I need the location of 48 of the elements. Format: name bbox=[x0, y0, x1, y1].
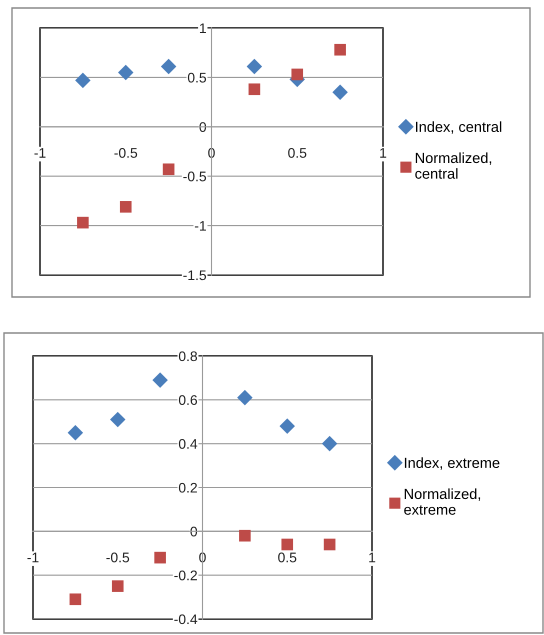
x-tick-label: 1 bbox=[380, 148, 386, 158]
y-tick-label: 0.4 bbox=[178, 439, 198, 449]
point bbox=[120, 201, 132, 213]
x-tick-label: 1 bbox=[369, 552, 376, 562]
point bbox=[281, 538, 294, 550]
legend-label: Index, extreme bbox=[404, 457, 500, 470]
point bbox=[248, 83, 260, 96]
y-tick-label: -1.5 bbox=[183, 270, 206, 280]
y-tick-label: 0 bbox=[190, 526, 198, 537]
point bbox=[152, 372, 168, 388]
y-tick-label: -1 bbox=[194, 221, 206, 231]
point bbox=[110, 412, 126, 428]
y-tick-label: -0.2 bbox=[174, 570, 197, 580]
point bbox=[68, 424, 84, 440]
point bbox=[239, 530, 251, 542]
x-tick-label: -1 bbox=[27, 552, 38, 562]
y-tick-label: -0.4 bbox=[174, 614, 198, 624]
y-tick-label: 0.8 bbox=[178, 351, 198, 362]
x-tick-label: 0.5 bbox=[288, 148, 306, 158]
y-tick-label: 0.6 bbox=[178, 395, 198, 406]
y-tick-label: 0 bbox=[199, 122, 206, 132]
y-tick-label: 0.5 bbox=[188, 72, 206, 83]
point bbox=[160, 58, 176, 74]
point bbox=[332, 84, 348, 100]
legend-label: Index, central bbox=[416, 121, 502, 134]
x-tick-label: -0.5 bbox=[106, 552, 130, 562]
y-tick-label: 1 bbox=[200, 23, 206, 34]
point bbox=[280, 418, 295, 434]
point bbox=[322, 436, 338, 452]
point bbox=[70, 593, 82, 606]
point bbox=[118, 64, 134, 80]
y-tick-label: 0.2 bbox=[178, 482, 197, 493]
point bbox=[162, 163, 174, 176]
point bbox=[246, 58, 262, 74]
point bbox=[154, 552, 166, 564]
point bbox=[77, 216, 89, 228]
x-tick-label: -0.5 bbox=[114, 148, 138, 158]
point bbox=[324, 538, 336, 550]
legend-label: Normalized, extreme bbox=[404, 488, 480, 515]
point bbox=[237, 390, 253, 406]
y-tick-label: -0.5 bbox=[183, 172, 206, 182]
point bbox=[112, 580, 124, 592]
x-tick-label: -1 bbox=[34, 148, 46, 158]
legend-label: Normalized, central bbox=[415, 152, 492, 179]
x-tick-label: 0.5 bbox=[278, 552, 296, 562]
point bbox=[291, 68, 304, 80]
point bbox=[334, 44, 346, 56]
point bbox=[75, 72, 91, 88]
